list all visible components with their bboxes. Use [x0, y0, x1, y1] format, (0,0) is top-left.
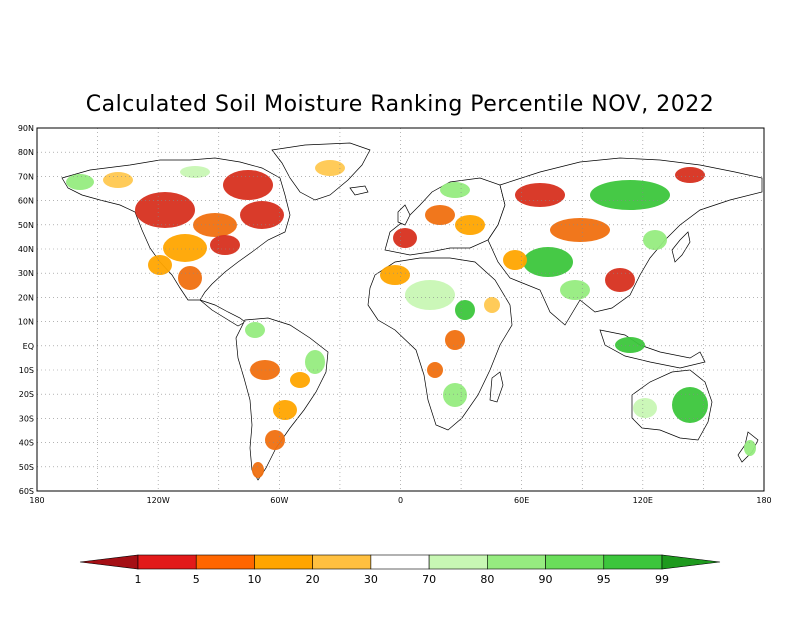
colorbar-label: 95 — [597, 573, 611, 586]
colorbar-box — [370, 554, 430, 570]
patch-ural-dry — [515, 183, 565, 207]
colorbar-box — [487, 554, 546, 570]
lat-tick-label: 80N — [18, 148, 34, 157]
patch-alaska-wet — [66, 174, 94, 190]
colorbar-box — [545, 554, 605, 570]
colorbar-label: 10 — [247, 573, 261, 586]
colorbar-label: 30 — [364, 573, 378, 586]
patch-east-brazil-wet — [305, 350, 325, 374]
lat-tick-label: 40S — [19, 439, 34, 448]
patch-south-africa-wet — [443, 383, 467, 407]
patch-siberia-wet — [590, 180, 670, 210]
patch-yukon-dry — [103, 172, 133, 188]
lat-tick-label: 10S — [19, 366, 34, 375]
patch-western-canada-dry — [135, 192, 195, 228]
patch-new-zealand-wet — [744, 440, 756, 456]
patch-central-canada-dry — [193, 213, 237, 237]
patch-central-europe-dry — [425, 205, 455, 225]
lat-tick-label: EQ — [23, 342, 34, 351]
lat-tick-label: 60N — [18, 197, 34, 206]
gridlines — [37, 128, 764, 491]
colorbar-label: 20 — [306, 573, 320, 586]
anomaly-patches — [66, 160, 756, 478]
patch-quebec-dry — [240, 201, 284, 229]
patch-us-plains-dry — [163, 234, 207, 262]
lon-tick-label: 60W — [270, 496, 288, 505]
colorbar-box — [603, 554, 663, 570]
patch-arctic-wet — [180, 166, 210, 178]
patch-iberia-dry — [393, 228, 417, 248]
patch-sahel-wet — [405, 280, 455, 310]
colorbar-box — [137, 554, 197, 570]
africa — [367, 257, 513, 431]
colorbar-label: 90 — [539, 573, 553, 586]
longitude-axis: 180 120W 60W 0 60E 120E 180 — [29, 496, 771, 505]
patch-greenland-dry — [315, 160, 345, 176]
patch-argentina-dry — [265, 430, 285, 450]
patch-india-wet — [560, 280, 590, 300]
colorbar-label: 99 — [655, 573, 669, 586]
patch-brazil-dry — [290, 372, 310, 388]
lat-tick-label: 30N — [18, 269, 34, 278]
patch-horn-dry — [484, 297, 500, 313]
patch-east-australia-wet — [672, 387, 708, 423]
patch-venezuela-wet — [245, 322, 265, 338]
patch-patagonia-dry — [252, 462, 264, 478]
colorbar-label: 70 — [422, 573, 436, 586]
latitude-axis: 90N 80N 70N 60N 50N 40N 30N 20N 10N EQ 10S 20S 30S 40… — [18, 124, 34, 496]
colorbar-box — [428, 554, 488, 570]
patch-east-siberia-dry — [675, 167, 705, 183]
lat-tick-label: 50N — [18, 221, 34, 230]
map-frame — [36, 127, 765, 492]
lat-tick-label: 90N — [18, 124, 34, 133]
patch-china-dry — [605, 268, 635, 292]
colorbar-label: 1 — [135, 573, 142, 586]
patch-mexico-dry — [178, 266, 202, 290]
colorbar-low-arrow — [79, 554, 139, 570]
map-title: Calculated Soil Moisture Ranking Percent… — [85, 92, 715, 117]
patch-sudan-wet — [455, 300, 475, 320]
colorbar-box — [195, 554, 255, 570]
colorbar-box — [312, 554, 372, 570]
colorbar-high-arrow — [661, 554, 721, 570]
patch-manchuria-wet — [643, 230, 667, 250]
colorbar-label: 80 — [480, 573, 494, 586]
south-america — [235, 317, 329, 481]
lon-tick-label: 60E — [514, 496, 529, 505]
patch-pakistan-wet — [523, 247, 573, 277]
lat-tick-label: 60S — [19, 487, 34, 496]
patch-midwest-dry — [210, 235, 240, 255]
patch-angola-dry — [427, 362, 443, 378]
lon-tick-label: 120E — [633, 496, 653, 505]
patch-indonesia-wet — [615, 337, 645, 353]
colorbar-box — [254, 554, 313, 570]
patch-west-australia-wet — [633, 398, 657, 418]
lon-tick-label: 180 — [29, 496, 44, 505]
patch-southwest-dry — [148, 255, 172, 275]
united-kingdom — [397, 204, 411, 226]
patch-scandinavia-wet — [440, 182, 470, 198]
iceland — [349, 185, 369, 196]
japan — [671, 231, 691, 263]
lon-tick-label: 180 — [756, 496, 771, 505]
patch-central-asia-dry — [550, 218, 610, 242]
lon-tick-label: 0 — [398, 496, 403, 505]
lat-tick-label: 70N — [18, 172, 34, 181]
lat-tick-label: 50S — [19, 463, 34, 472]
patch-east-africa-dry — [445, 330, 465, 350]
lat-tick-label: 20S — [19, 390, 34, 399]
lat-tick-label: 10N — [18, 318, 34, 327]
colorbar-label: 5 — [193, 573, 200, 586]
lat-tick-label: 40N — [18, 245, 34, 254]
patch-paraguay-dry — [273, 400, 297, 420]
patch-north-africa-dry — [380, 265, 410, 285]
lat-tick-label: 30S — [19, 414, 34, 423]
colorbar: 1 5 10 20 30 70 80 90 95 99 — [79, 554, 721, 586]
patch-middle-east-dry — [503, 250, 527, 270]
lat-tick-label: 20N — [18, 293, 34, 302]
lon-tick-label: 120W — [147, 496, 170, 505]
patch-hudson-dry — [223, 170, 273, 200]
